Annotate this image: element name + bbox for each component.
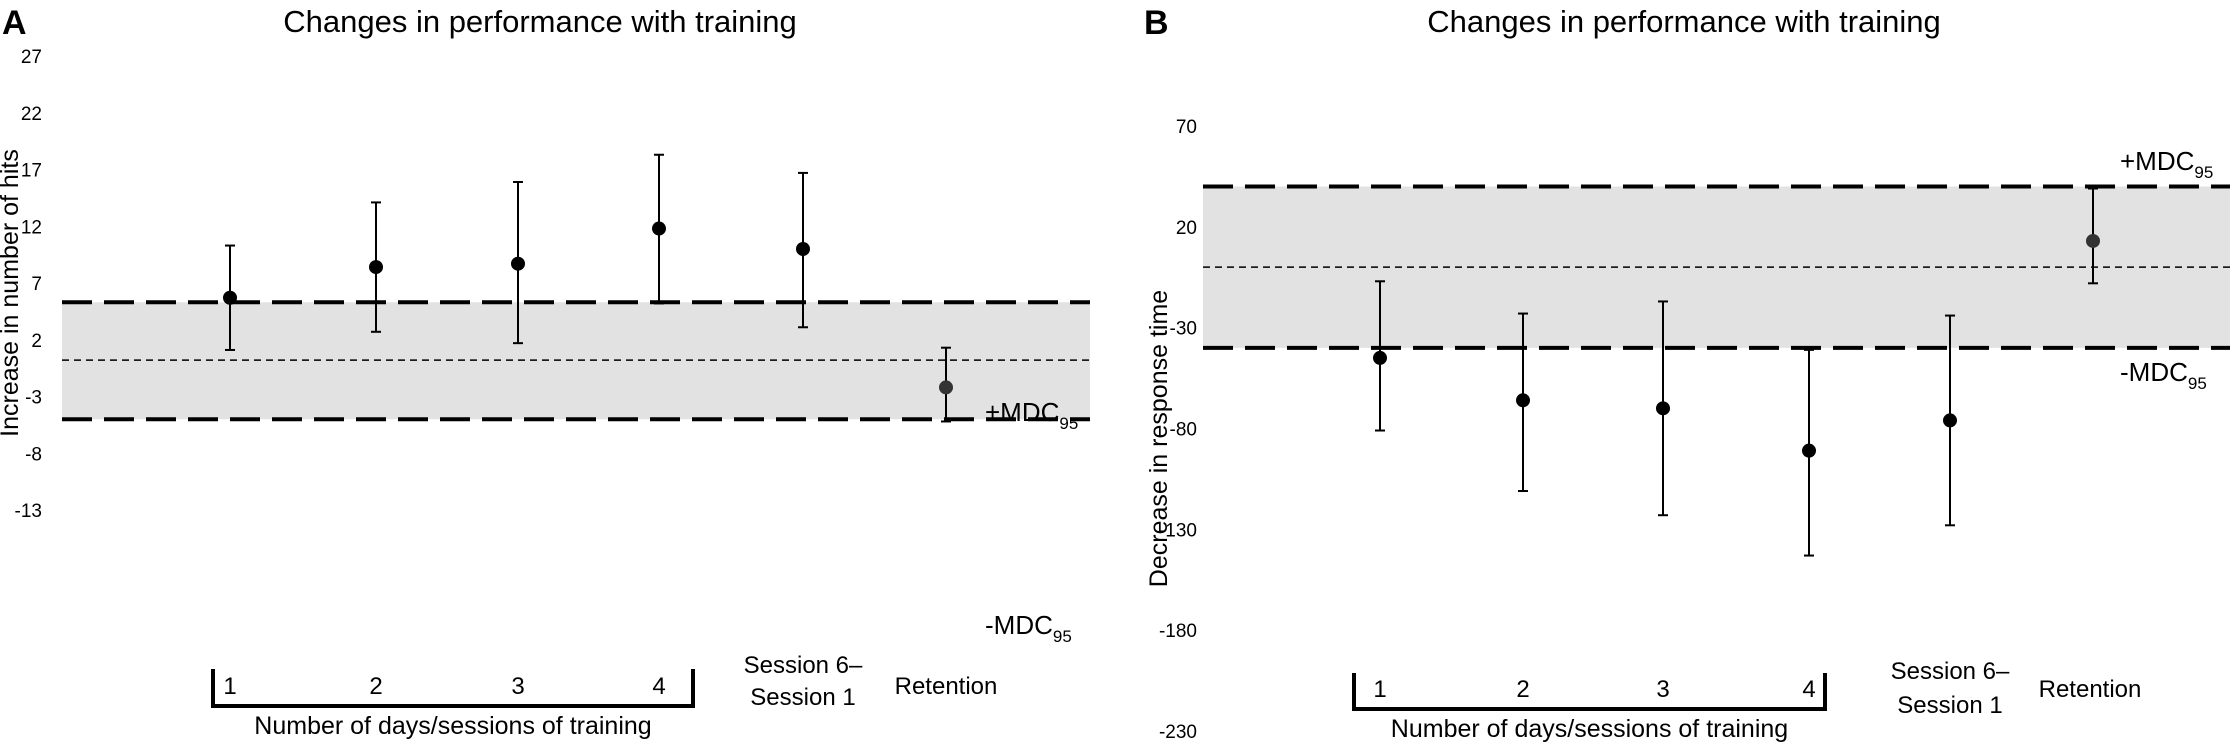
panel-letter: A: [2, 4, 27, 42]
mdc-upper-label-subscript: 95: [1059, 414, 1078, 433]
mdc-lower-label-text: -MDC: [2120, 357, 2188, 387]
y-tick-label: 17: [21, 161, 42, 182]
data-point: [2086, 233, 2100, 248]
mdc-lower-label: -MDC95: [2120, 357, 2207, 393]
data-point: [369, 260, 383, 275]
training-bracket: [211, 669, 695, 708]
mdc-lower-label-subscript: 95: [2188, 374, 2207, 393]
y-tick-label: 2: [31, 331, 42, 352]
x-tick-label: 1: [223, 673, 236, 700]
mdc-band: [62, 302, 1090, 420]
panel-a: A Changes in performance with training +MD…: [0, 4, 1090, 740]
y-tick-label: 22: [21, 104, 42, 125]
x-label-session: Session 6–: [744, 652, 863, 679]
data-point: [511, 256, 525, 271]
x-axis-label: Number of days/sessions of training: [254, 712, 651, 740]
mdc-upper-label: +MDC95: [2120, 146, 2213, 182]
mdc-lower-label-text: -MDC: [985, 610, 1053, 640]
chart-title: Changes in performance with training: [1427, 4, 1941, 39]
data-point: [1516, 393, 1530, 408]
x-tick-label: 1: [1373, 676, 1386, 703]
y-tick-label: -8: [25, 444, 42, 465]
x-tick-label: 2: [369, 673, 382, 700]
x-tick-label: 4: [1802, 676, 1815, 703]
y-tick-label: 7: [31, 274, 42, 295]
data-point: [796, 241, 810, 256]
data-point: [1373, 350, 1387, 365]
y-tick-label: -180: [1159, 621, 1197, 642]
x-tick-label: 4: [652, 673, 665, 700]
mdc-upper-label: +MDC95: [985, 397, 1078, 433]
y-tick-label: 27: [21, 47, 42, 68]
y-tick-label: 12: [21, 217, 42, 238]
x-label-session: Session 1: [1897, 692, 2002, 719]
mdc-upper-label-text: +MDC: [2120, 146, 2194, 176]
y-tick-label: -3: [25, 388, 42, 409]
y-tick-label: -13: [15, 501, 42, 522]
training-bracket: [1352, 673, 1827, 711]
y-tick-label: -230: [1159, 722, 1197, 743]
panel-letter: B: [1144, 4, 1169, 42]
y-tick-label: -80: [1170, 420, 1197, 441]
data-point: [1656, 401, 1670, 416]
x-label-retention: Retention: [895, 673, 998, 700]
x-label-retention: Retention: [2039, 676, 2142, 703]
y-axis-label: Increase in number of hits: [0, 149, 24, 437]
mdc-lower-label: -MDC95: [985, 610, 1072, 646]
x-tick-label: 3: [1656, 676, 1669, 703]
x-label-session: Session 6–: [1891, 658, 2010, 685]
x-tick-label: 2: [1516, 676, 1529, 703]
y-axis-label: Decrease in response time: [1145, 290, 1173, 587]
x-axis-label: Number of days/sessions of training: [1391, 715, 1788, 743]
data-point: [1802, 443, 1816, 458]
panel-b: B Changes in performance with training +MD…: [1144, 4, 2230, 743]
chart-title: Changes in performance with training: [283, 4, 797, 39]
x-tick-label: 3: [511, 673, 524, 700]
data-point: [1943, 413, 1957, 428]
x-label-session: Session 1: [750, 684, 855, 711]
y-tick-label: -130: [1159, 520, 1197, 541]
mdc-lower-label-subscript: 95: [1053, 627, 1072, 646]
data-point: [223, 290, 237, 305]
data-point: [652, 221, 666, 236]
mdc-upper-label-subscript: 95: [2194, 163, 2213, 182]
mdc-upper-label-text: +MDC: [985, 397, 1059, 427]
y-tick-label: 70: [1176, 117, 1197, 138]
mdc-band: [1203, 186, 2230, 348]
data-point: [939, 380, 953, 395]
y-tick-label: 20: [1176, 218, 1197, 239]
y-tick-label: -30: [1170, 319, 1197, 340]
